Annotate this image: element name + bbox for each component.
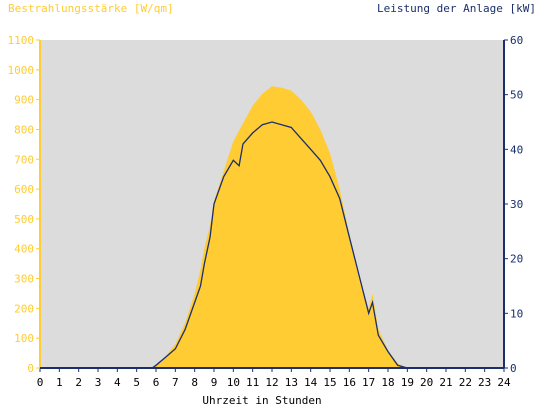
x-tick-label: 24 (497, 376, 511, 389)
x-tick-label: 0 (37, 376, 44, 389)
x-tick-label: 14 (304, 376, 318, 389)
y-left-tick-label: 700 (14, 153, 34, 166)
x-tick-label: 11 (246, 376, 259, 389)
y-left-tick-label: 300 (14, 273, 34, 286)
x-axis-title: Uhrzeit in Stunden (202, 394, 321, 407)
x-tick-label: 8 (191, 376, 198, 389)
x-tick-label: 12 (265, 376, 278, 389)
x-tick-label: 23 (478, 376, 491, 389)
y-left-tick-label: 1100 (8, 34, 35, 47)
x-tick-label: 18 (381, 376, 394, 389)
x-tick-label: 2 (75, 376, 82, 389)
x-tick-label: 13 (285, 376, 298, 389)
y-left-tick-label: 200 (14, 302, 34, 315)
y-right-tick-label: 30 (510, 198, 523, 211)
x-tick-label: 15 (323, 376, 336, 389)
x-tick-label: 9 (211, 376, 218, 389)
x-tick-label: 17 (362, 376, 375, 389)
y-left-tick-label: 500 (14, 213, 34, 226)
y-left-tick-label: 900 (14, 94, 34, 107)
x-tick-label: 21 (439, 376, 452, 389)
x-tick-label: 10 (227, 376, 240, 389)
x-tick-label: 6 (153, 376, 160, 389)
y-right-tick-label: 20 (510, 253, 523, 266)
y-right-tick-label: 10 (510, 307, 523, 320)
x-tick-label: 19 (401, 376, 414, 389)
x-tick-label: 22 (459, 376, 472, 389)
y-left-tick-label: 100 (14, 332, 34, 345)
x-tick-label: 16 (343, 376, 356, 389)
power-line (40, 121, 504, 369)
x-tick-label: 3 (95, 376, 102, 389)
y-left-tick-label: 400 (14, 243, 34, 256)
irradiance-area (40, 86, 504, 368)
y-right-tick-label: 60 (510, 34, 523, 47)
y-left-tick-label: 600 (14, 183, 34, 196)
y-left-tick-label: 800 (14, 123, 34, 136)
x-tick-label: 7 (172, 376, 179, 389)
right-axis-title: Leistung der Anlage [kW] (377, 2, 536, 15)
y-left-tick-label: 0 (27, 362, 34, 375)
y-right-tick-label: 40 (510, 143, 523, 156)
x-tick-label: 5 (133, 376, 140, 389)
left-axis-title: Bestrahlungsstärke [W/qm] (8, 2, 174, 15)
y-right-tick-label: 0 (510, 362, 517, 375)
y-left-tick-label: 1000 (8, 64, 35, 77)
x-tick-label: 4 (114, 376, 121, 389)
x-tick-label: 20 (420, 376, 433, 389)
x-tick-label: 1 (56, 376, 63, 389)
y-right-tick-label: 50 (510, 89, 523, 102)
